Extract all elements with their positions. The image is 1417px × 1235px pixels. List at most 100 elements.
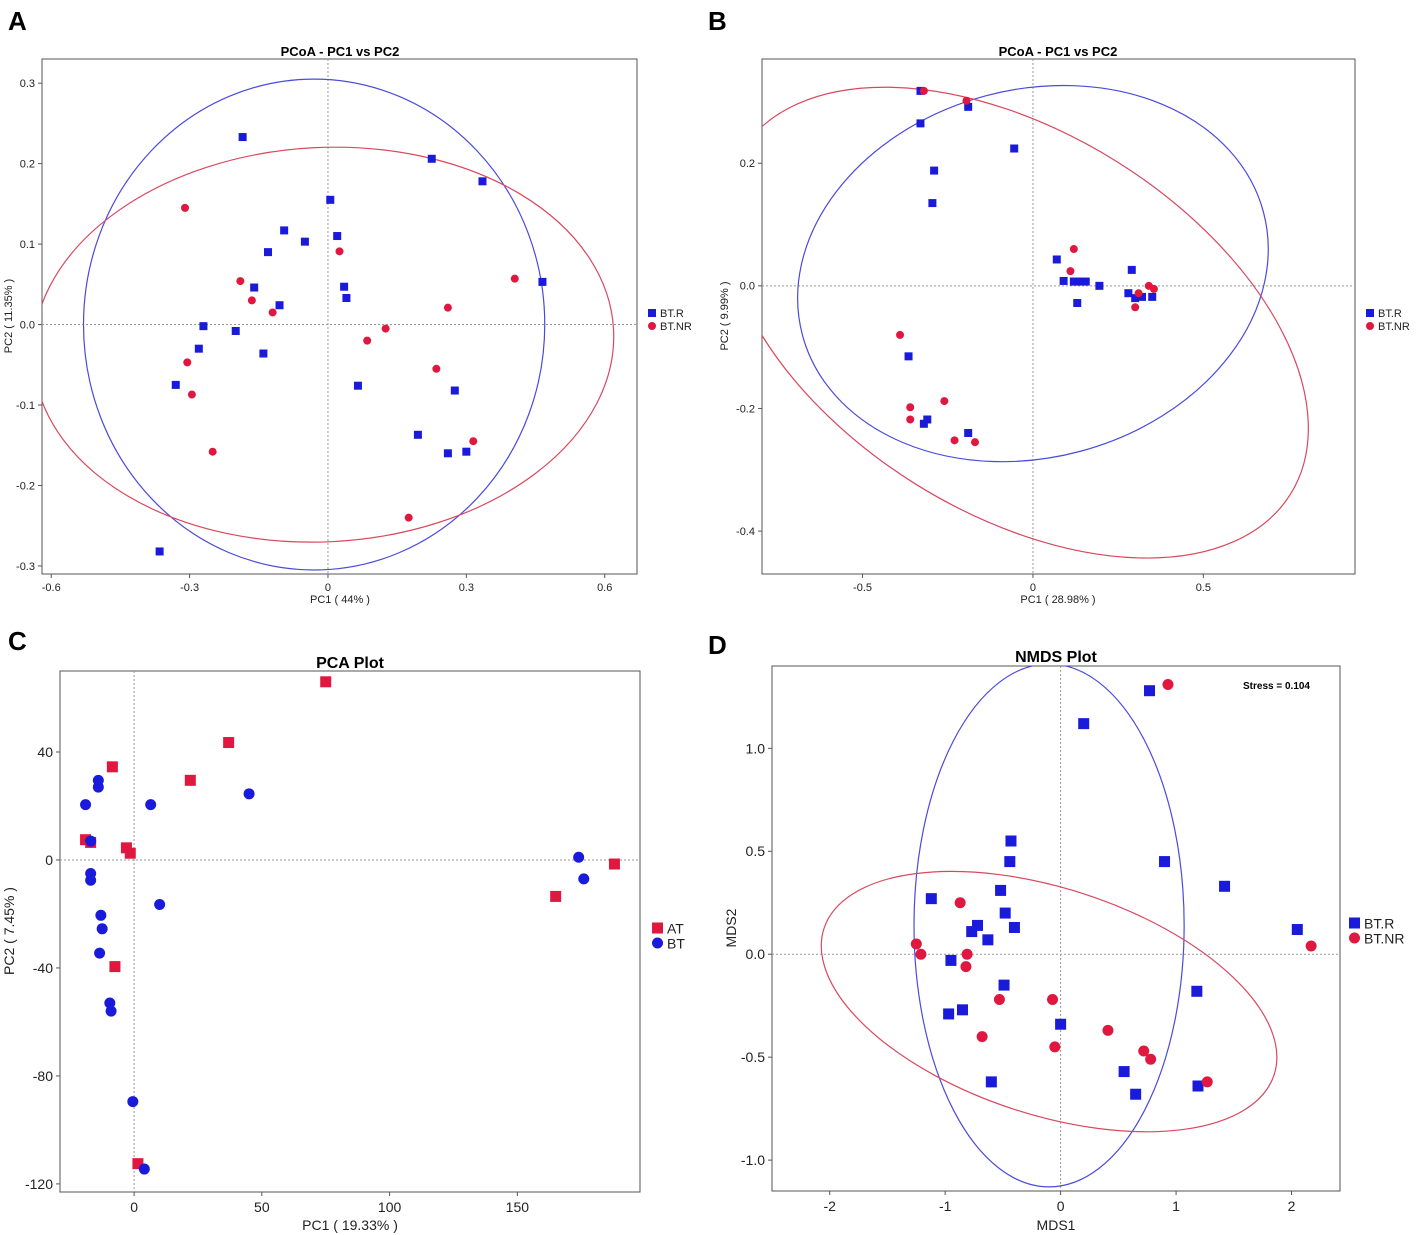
point-bt	[94, 947, 106, 959]
x-axis-label: PC1 ( 19.33% )	[302, 1217, 398, 1233]
plot-frame	[761, 58, 1356, 575]
plot-frame	[771, 665, 1341, 1192]
point-bt-nr	[404, 513, 413, 522]
point-bt-nr	[1131, 303, 1140, 312]
point-bt-r	[427, 154, 436, 163]
point-bt-nr	[971, 438, 980, 447]
point-bt-r	[259, 349, 268, 358]
point-bt-nr	[962, 96, 971, 105]
x-tick-label: 50	[254, 1199, 270, 1215]
point-bt-nr	[993, 994, 1005, 1006]
point-bt	[80, 799, 92, 811]
point-bt-r	[925, 893, 937, 905]
point-bt-r	[919, 419, 928, 428]
point-bt-nr	[910, 938, 922, 950]
point-bt-r	[1144, 685, 1156, 697]
point-bt-nr	[268, 308, 277, 317]
point-bt-r	[1010, 144, 1019, 153]
y-tick-label: -1.0	[741, 1152, 765, 1168]
point-bt-r	[1127, 265, 1136, 274]
point-at	[550, 890, 562, 902]
y-tick-label: -0.2	[736, 403, 755, 415]
y-axis-label: PC2 ( 9.99% )	[719, 281, 731, 350]
x-tick-label: 0	[1057, 1198, 1065, 1214]
ellipse-bt-nr	[42, 146, 615, 543]
axis-ticks: -2 -1 0 1 2 -1.0 -0.5 0.0 0.5 1.0	[741, 666, 1340, 1214]
point-bt-r	[538, 277, 547, 286]
point-bt	[138, 1163, 150, 1175]
x-tick-label: 0.6	[597, 582, 612, 594]
point-bt-r	[1131, 294, 1140, 303]
legend-label-bt: BT	[667, 935, 685, 951]
x-tick-label: 0	[1030, 582, 1036, 594]
point-bt-r	[982, 934, 994, 946]
x-axis-label: PC1 ( 44% )	[310, 594, 370, 606]
point-bt-nr	[1305, 940, 1317, 952]
point-bt-r	[326, 195, 335, 204]
point-bt-nr	[236, 277, 245, 286]
point-bt-nr	[1069, 245, 1078, 254]
x-axis-label: MDS1	[1037, 1217, 1076, 1233]
point-bt-r	[413, 430, 422, 439]
x-tick-label: -0.6	[42, 582, 61, 594]
chart-title: PCoA - PC1 vs PC2	[999, 44, 1118, 59]
x-tick-label: 0.3	[459, 582, 474, 594]
panel-c-pca: PCA Plot PC1 ( 19.33% ) PC2 ( 7.45% ) 0 5…	[1, 655, 685, 1233]
point-bt-nr	[976, 1031, 988, 1043]
point-bt-r	[1124, 289, 1133, 298]
legend-label-at: AT	[667, 920, 684, 936]
point-bt-r	[1004, 856, 1016, 868]
y-tick-label: -80	[33, 1068, 53, 1084]
ellipse-bt-r	[82, 78, 546, 571]
point-bt-r	[340, 282, 349, 291]
stress-annotation: Stress = 0.104	[1243, 681, 1310, 692]
panel-a-pcoa: PCoA - PC1 vs PC2 PC1 ( 44% ) PC2 ( 11.3…	[3, 44, 692, 606]
plot-frame	[59, 670, 641, 1193]
point-bt-r	[238, 133, 247, 142]
point-bt-nr	[443, 303, 452, 312]
y-tick-label: -0.5	[741, 1049, 765, 1065]
point-at	[106, 761, 118, 773]
point-bt-r	[971, 919, 983, 931]
axis-ticks: -0.5 0 0.5 -0.4 -0.2 0.0 0.2	[736, 59, 1355, 594]
point-bt	[85, 874, 97, 886]
axis-ticks: -0.6 -0.3 0 0.3 0.6 -0.3 -0.2 -0.1 0.0 0.1 0.2 0.3	[16, 59, 637, 594]
point-bt-r	[1005, 835, 1017, 847]
legend-marker-bt-nr	[648, 322, 656, 330]
y-tick-label: 0	[45, 852, 53, 868]
legend-label-bt-r: BT.R	[1364, 915, 1394, 931]
point-bt-nr	[208, 447, 217, 456]
y-tick-label: -0.2	[16, 480, 35, 492]
point-bt-r	[1055, 1018, 1067, 1030]
point-bt-nr	[381, 324, 390, 333]
point-bt-nr	[906, 415, 915, 424]
point-bt	[85, 835, 97, 847]
y-axis-label: PC2 ( 7.45% )	[1, 887, 17, 975]
point-bt-nr	[1149, 284, 1158, 293]
data-points	[155, 133, 547, 556]
y-tick-label: -40	[33, 960, 53, 976]
point-bt-nr	[363, 336, 372, 345]
point-bt-r	[1081, 277, 1090, 286]
point-bt-r	[280, 226, 289, 235]
point-bt-r	[1159, 856, 1171, 868]
y-tick-label: 0.5	[746, 843, 766, 859]
legend-label-bt-r: BT.R	[660, 308, 684, 320]
point-bt-r	[155, 547, 164, 556]
x-tick-label: 100	[378, 1199, 402, 1215]
panel-letter-a: A	[8, 6, 27, 36]
point-bt-r	[916, 119, 925, 128]
y-tick-label: -0.1	[16, 400, 35, 412]
point-bt-nr	[247, 296, 256, 305]
x-tick-label: -0.5	[853, 582, 872, 594]
point-bt-nr	[335, 247, 344, 256]
point-bt-r	[333, 232, 342, 241]
legend-marker-bt-nr	[1349, 932, 1360, 944]
point-bt-r	[904, 352, 913, 361]
ellipse-bt-nr	[820, 870, 1278, 1133]
point-bt-nr	[940, 397, 949, 406]
legend-marker-bt-r	[1366, 309, 1374, 317]
point-bt-r	[250, 283, 259, 292]
point-bt-r	[275, 301, 284, 310]
